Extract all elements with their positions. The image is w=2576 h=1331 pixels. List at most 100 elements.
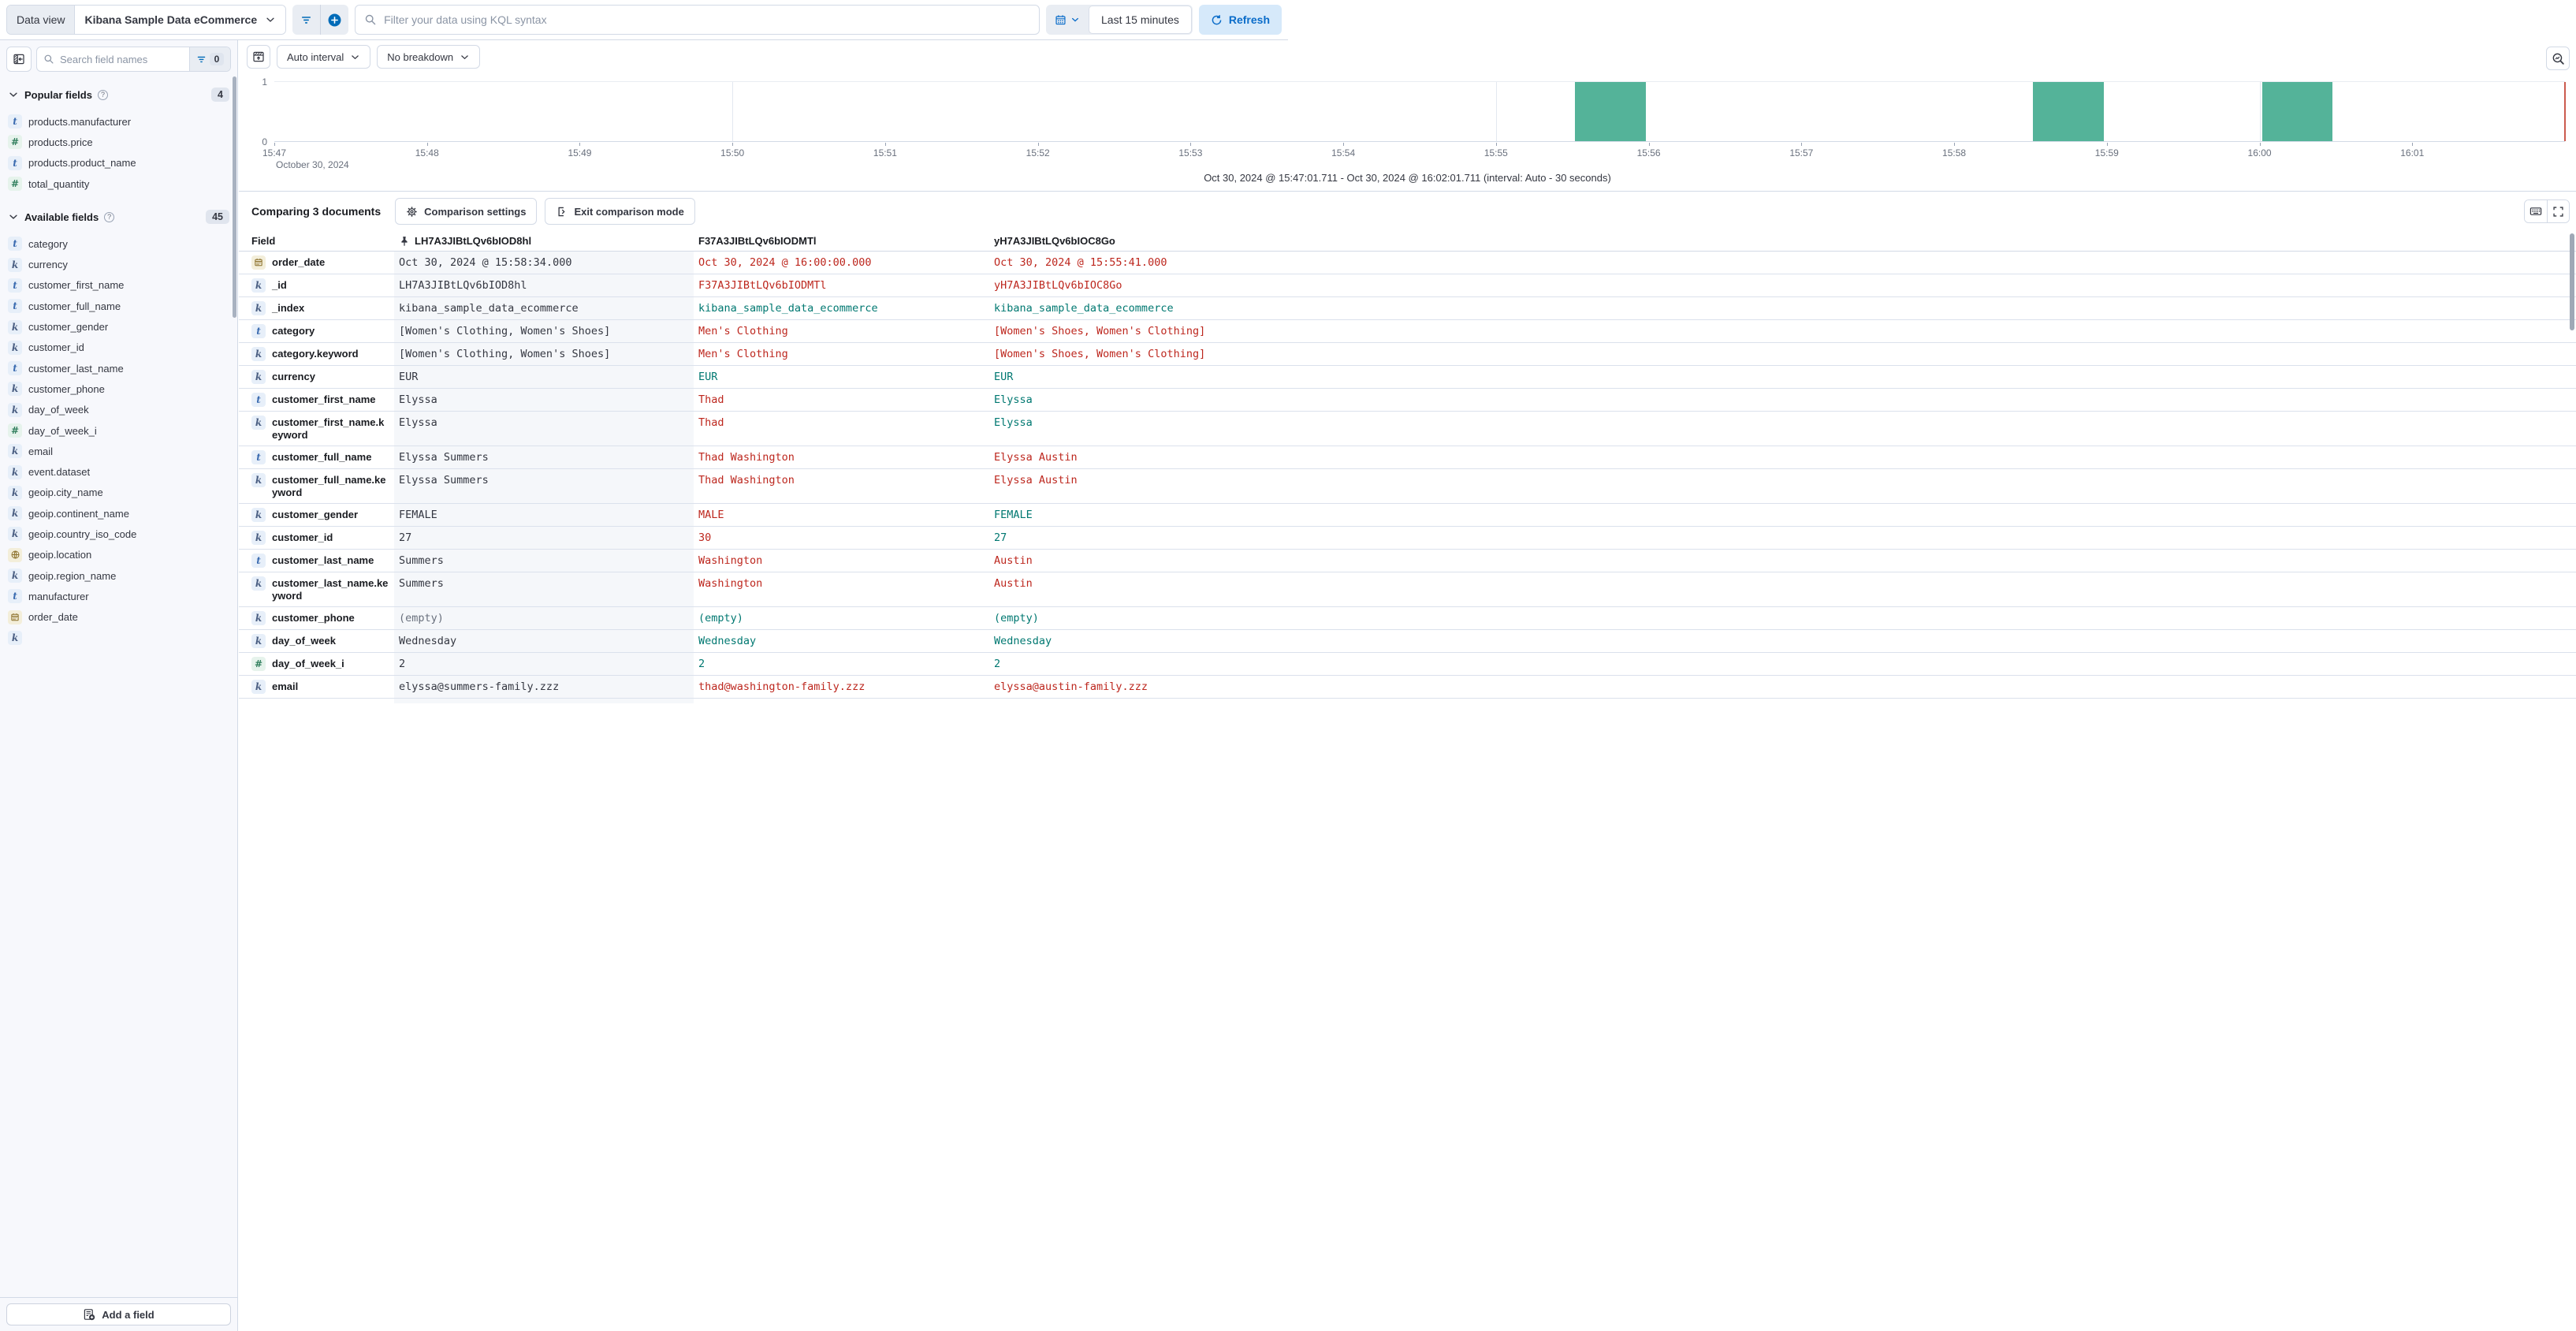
row-field-name[interactable]: k email — [239, 676, 394, 698]
field-item[interactable]: k day_of_week — [8, 400, 229, 420]
field-item[interactable]: t customer_first_name — [8, 275, 229, 296]
section-toggle[interactable]: Available fields 45 — [8, 210, 229, 225]
row-field-name[interactable]: t customer_first_name — [239, 389, 394, 411]
field-item[interactable]: t manufacturer — [8, 586, 229, 606]
chevron-down-icon — [350, 52, 360, 62]
filter-button[interactable] — [292, 5, 320, 35]
section-toggle[interactable]: Popular fields 4 — [8, 88, 229, 102]
date-picker-quick-select-button[interactable] — [1046, 5, 1089, 35]
axis-tick — [1648, 143, 1650, 146]
chevron-down-icon — [265, 14, 276, 25]
keyword-token-icon: k — [251, 576, 266, 591]
row-field-name[interactable]: t customer_full_name — [239, 446, 394, 468]
field-item[interactable]: k geoip.country_iso_code — [8, 524, 229, 544]
filter-count-badge: 0 — [209, 53, 225, 65]
row-field-name[interactable]: k category.keyword — [239, 343, 394, 365]
comparison-row: k customer_phone (empty) (empty) (empty) — [239, 607, 2576, 630]
keyword-token-icon: k — [251, 680, 266, 694]
breakdown-dropdown[interactable]: No breakdown — [377, 45, 481, 69]
field-item[interactable]: t category — [8, 233, 229, 254]
document-column-header[interactable]: LH7A3JIBtLQv6bIOD8hl — [394, 231, 694, 251]
row-field-name[interactable]: # day_of_week_i — [239, 653, 394, 675]
comparison-settings-button[interactable]: Comparison settings — [395, 198, 538, 225]
row-field-name[interactable]: k customer_phone — [239, 607, 394, 629]
row-field-name[interactable]: k customer_full_name.keyword — [239, 469, 394, 503]
fullscreen-button[interactable] — [2547, 200, 2569, 222]
field-item[interactable]: k customer_phone — [8, 378, 229, 399]
comparison-value: kibana_sample_data_ecommerce — [994, 302, 1174, 315]
keyboard-shortcuts-button[interactable] — [2525, 200, 2547, 222]
comparison-row: k day_of_week Wednesday Wednesday Wednesday — [239, 630, 2576, 653]
field-item[interactable]: geoip.location — [8, 545, 229, 565]
field-item[interactable]: k geoip.region_name — [8, 565, 229, 586]
refresh-button[interactable]: Refresh — [1198, 5, 1282, 35]
histogram-bar[interactable] — [2032, 82, 2104, 141]
field-count-badge: 45 — [206, 210, 229, 225]
field-column-header: Field — [251, 235, 276, 247]
time-range-button[interactable]: Last 15 minutes — [1089, 6, 1192, 34]
exit-icon — [556, 206, 568, 218]
field-item[interactable]: k customer_gender — [8, 316, 229, 337]
collapse-sidebar-button[interactable] — [6, 47, 32, 72]
row-field-name[interactable]: k day_of_week — [239, 630, 394, 652]
field-item[interactable]: k customer_id — [8, 337, 229, 358]
chart-options-button[interactable] — [247, 45, 270, 69]
comparison-section: Comparing 3 documents Comparison setting… — [239, 191, 2576, 1331]
axis-tick — [2412, 143, 2414, 146]
keyword-token-icon: k — [251, 278, 266, 293]
field-item[interactable]: order_date — [8, 607, 229, 628]
field-item[interactable]: k event.dataset — [8, 461, 229, 482]
filter-icon — [300, 14, 312, 26]
filter-icon — [196, 54, 207, 65]
row-field-name[interactable]: k customer_first_name.keyword — [239, 412, 394, 446]
axis-tick — [1954, 143, 1956, 146]
field-item[interactable]: t customer_last_name — [8, 358, 229, 378]
row-field-name[interactable]: k customer_last_name.keyword — [239, 572, 394, 606]
field-item[interactable]: # day_of_week_i — [8, 420, 229, 441]
row-field-name[interactable]: k customer_id — [239, 527, 394, 549]
document-column-header[interactable]: yH7A3JIBtLQv6bIOC8Go — [994, 235, 1115, 247]
exit-comparison-button[interactable]: Exit comparison mode — [545, 198, 695, 225]
chevron-down-icon — [8, 211, 19, 222]
field-search-input[interactable]: Search field names — [37, 47, 189, 71]
base-document-value: Wednesday — [394, 630, 694, 652]
field-item[interactable]: t customer_full_name — [8, 296, 229, 316]
table-scrollbar[interactable] — [2570, 233, 2574, 330]
row-field-name[interactable]: order_date — [239, 252, 394, 274]
comparison-row: k _index kibana_sample_data_ecommerce kiban… — [239, 297, 2576, 320]
row-field-name[interactable]: k _id — [239, 274, 394, 296]
row-field-name[interactable]: k customer_gender — [239, 504, 394, 526]
field-item[interactable]: k email — [8, 441, 229, 461]
row-field-name[interactable]: k currency — [239, 366, 394, 388]
row-field-name[interactable]: t category — [239, 320, 394, 342]
kql-search-input[interactable]: Filter your data using KQL syntax — [355, 5, 1040, 35]
data-view-selector[interactable]: Kibana Sample Data eCommerce — [75, 6, 286, 34]
document-column-header[interactable]: F37A3JIBtLQv6bIODMTl — [698, 235, 817, 247]
field-filter-button[interactable]: 0 — [189, 47, 230, 71]
comparison-value: Austin — [994, 577, 1033, 590]
row-field-name[interactable]: t customer_last_name — [239, 550, 394, 572]
field-item[interactable]: t products.product_name — [8, 153, 229, 173]
field-item[interactable]: k geoip.continent_name — [8, 503, 229, 524]
add-filter-button[interactable] — [321, 5, 348, 35]
histogram-bar[interactable] — [2261, 82, 2333, 141]
keyword-token-icon: k — [251, 531, 266, 545]
field-item[interactable]: k currency — [8, 254, 229, 274]
sidebar-scrollbar[interactable] — [233, 76, 236, 318]
partial-row — [239, 699, 2576, 703]
plus-circle-icon — [328, 13, 341, 27]
interval-dropdown[interactable]: Auto interval — [277, 45, 371, 69]
field-item[interactable]: k — [8, 628, 229, 648]
row-field-name[interactable]: k _index — [239, 297, 394, 319]
data-view-label: Data view — [7, 6, 76, 34]
explore-in-lens-button[interactable] — [2546, 47, 2570, 70]
field-item[interactable]: # products.price — [8, 132, 229, 152]
field-list: t products.manufacturer # products.price t pr… — [8, 111, 229, 194]
keyword-token-icon: k — [251, 508, 266, 522]
base-document-value: FEMALE — [394, 504, 694, 526]
field-item[interactable]: t products.manufacturer — [8, 111, 229, 132]
field-item[interactable]: # total_quantity — [8, 173, 229, 194]
histogram-bar[interactable] — [1574, 82, 1646, 141]
field-item[interactable]: k geoip.city_name — [8, 483, 229, 503]
add-field-button[interactable]: Add a field — [6, 1303, 231, 1325]
